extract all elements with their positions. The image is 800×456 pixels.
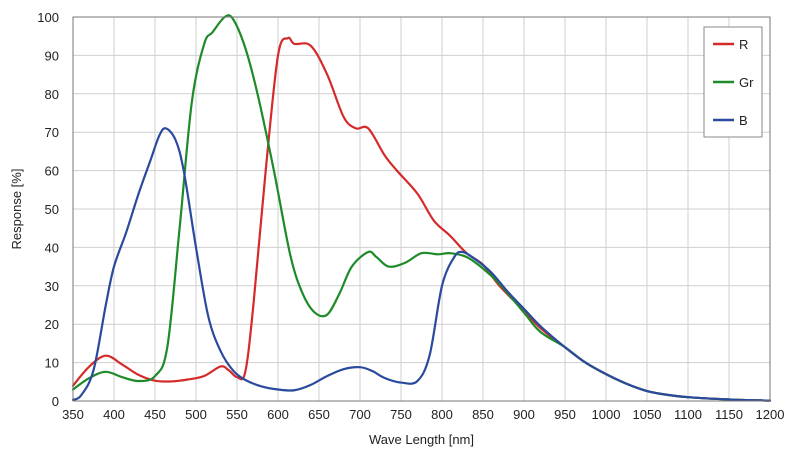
y-tick-label: 40	[45, 240, 59, 255]
x-tick-label: 950	[554, 407, 576, 422]
x-tick-label: 550	[226, 407, 248, 422]
x-tick-label: 350	[62, 407, 84, 422]
x-tick-label: 650	[308, 407, 330, 422]
y-tick-label: 100	[37, 10, 59, 25]
y-tick-label: 50	[45, 202, 59, 217]
series-line-b	[71, 127, 772, 402]
x-tick-label: 700	[349, 407, 371, 422]
x-axis-title: Wave Length [nm]	[369, 432, 474, 447]
x-tick-label: 450	[144, 407, 166, 422]
series-layer	[71, 14, 772, 402]
y-tick-label: 10	[45, 356, 59, 371]
y-tick-label: 30	[45, 279, 59, 294]
y-axis-title: Response [%]	[9, 169, 24, 250]
x-tick-label: 500	[185, 407, 207, 422]
x-tick-label: 1050	[633, 407, 662, 422]
x-tick-label: 900	[513, 407, 535, 422]
y-tick-label: 90	[45, 48, 59, 63]
x-tick-label: 400	[103, 407, 125, 422]
x-tick-label: 1000	[592, 407, 621, 422]
x-tick-label: 600	[267, 407, 289, 422]
y-axis-tick-labels: 0 10 20 30 40 50 60 70 80 90 100	[37, 10, 59, 409]
legend-label-gr: Gr	[739, 75, 754, 90]
legend: R Gr B	[703, 26, 763, 138]
x-tick-label: 750	[390, 407, 412, 422]
y-tick-label: 80	[45, 87, 59, 102]
y-tick-label: 0	[52, 394, 59, 409]
y-tick-label: 20	[45, 317, 59, 332]
y-tick-label: 70	[45, 125, 59, 140]
y-tick-label: 60	[45, 164, 59, 179]
x-tick-label: 1200	[756, 407, 785, 422]
plot-frame	[72, 16, 771, 402]
x-tick-label: 1100	[674, 407, 702, 422]
x-axis-tick-labels: 350 400 450 500 550 600 650 700 750 800 850 900 950 1…	[62, 407, 784, 422]
x-tick-label: 1150	[715, 407, 743, 422]
x-tick-label: 800	[431, 407, 453, 422]
legend-label-b: B	[739, 113, 748, 128]
x-tick-label: 850	[472, 407, 494, 422]
legend-label-r: R	[739, 37, 748, 52]
